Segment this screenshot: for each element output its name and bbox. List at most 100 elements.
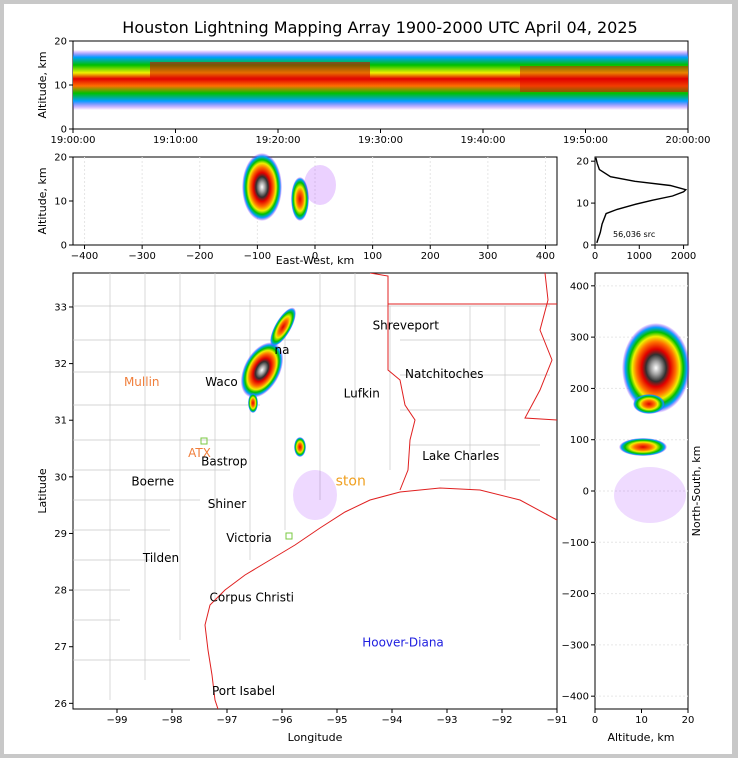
coastline [204, 487, 557, 709]
mississippi-border [524, 273, 557, 421]
map-station-marker [285, 532, 293, 540]
altitude-time-band [73, 50, 688, 110]
northsouth-south-cell [619, 438, 667, 456]
x-tick-label: 1000 [627, 251, 652, 262]
y-tick-label: 400 [570, 281, 589, 292]
map-place-labels: Shreveport Natchitoches Lufkin Waco na Mullin… [124, 319, 499, 698]
map-storm-scatter [293, 470, 337, 520]
altitude-histogram-annotation: 56,036 src [613, 230, 655, 239]
place-label: Victoria [226, 531, 272, 545]
northsouth-scatter [614, 467, 686, 523]
altitude-eastwest-density [242, 153, 336, 221]
y-tick-label: 29 [54, 529, 67, 540]
y-tick-label: 33 [54, 302, 67, 313]
x-tick-label: 19:20:00 [256, 135, 301, 146]
map-storm-south-cell [248, 393, 258, 413]
altitude-histogram-panel: 56,036 src 0 1000 2000 0 10 20 [576, 156, 696, 262]
y-tick-label: 10 [576, 199, 589, 210]
altitude-histogram-frame [594, 156, 689, 246]
altitude-northsouth-y-ticks: −400 −300 −200 −100 0 100 200 300 400 [562, 281, 595, 703]
y-tick-label: 300 [570, 333, 589, 344]
northsouth-mid-cell [633, 394, 665, 414]
place-label: Shiner [208, 497, 247, 511]
x-tick-label: −96 [271, 715, 292, 726]
y-tick-label: 20 [54, 153, 67, 164]
y-tick-label: −100 [562, 538, 589, 549]
y-tick-label: −300 [562, 640, 589, 651]
y-tick-label: 20 [54, 37, 67, 48]
y-tick-label: −400 [562, 692, 589, 703]
place-label: ston [336, 473, 366, 489]
altitude-time-panel: 19:00:00 19:10:00 19:20:00 19:30:00 19:40:00… [36, 37, 710, 147]
y-tick-label: 32 [54, 359, 67, 370]
x-tick-label: 19:50:00 [563, 135, 608, 146]
y-tick-label: 10 [54, 197, 67, 208]
altitude-eastwest-y-ticks: 0 10 20 [54, 153, 73, 252]
x-tick-label: 100 [363, 251, 382, 262]
y-tick-label: −200 [562, 589, 589, 600]
altitude-northsouth-xlabel: Altitude, km [607, 731, 674, 744]
y-tick-label: 28 [54, 586, 67, 597]
altitude-time-x-ticks: 19:00:00 19:10:00 19:20:00 19:30:00 19:40:00… [51, 129, 711, 146]
y-tick-label: 0 [583, 241, 589, 252]
altitude-northsouth-x-ticks: 0 10 20 [592, 709, 695, 726]
x-tick-label: −98 [161, 715, 182, 726]
y-tick-label: 30 [54, 472, 67, 483]
map-y-ticks: 26 27 28 29 30 31 32 33 [54, 302, 73, 710]
altitude-eastwest-ylabel: Altitude, km [36, 167, 49, 234]
altitude-eastwest-x-ticks: −400 −300 −200 −100 0 100 200 300 400 [71, 245, 555, 262]
place-label: Hoover-Diana [362, 636, 444, 650]
map-state-borders [204, 273, 557, 709]
x-tick-label: 19:30:00 [358, 135, 403, 146]
y-tick-label: 200 [570, 384, 589, 395]
map-storm-east-cell [294, 437, 306, 457]
x-tick-label: −400 [71, 251, 98, 262]
x-tick-label: 19:10:00 [153, 135, 198, 146]
y-tick-label: 0 [61, 241, 67, 252]
plan-view-map-panel: Shreveport Natchitoches Lufkin Waco na Mullin… [36, 272, 568, 744]
x-tick-label: −91 [546, 715, 567, 726]
x-tick-label: 0 [592, 715, 598, 726]
place-label: Lufkin [344, 387, 380, 401]
map-storm-main-cell [240, 342, 284, 398]
altitude-histogram-curve [595, 157, 688, 244]
x-tick-label: 19:40:00 [461, 135, 506, 146]
x-tick-label: 300 [478, 251, 497, 262]
map-storm-north-tail [270, 307, 296, 347]
x-tick-label: 19:00:00 [51, 135, 96, 146]
altitude-eastwest-xlabel: East-West, km [276, 254, 354, 267]
figure-title: Houston Lightning Mapping Array 1900-200… [122, 18, 637, 37]
altitude-time-band-core [150, 62, 370, 78]
altitude-time-y-ticks: 0 10 20 [54, 37, 73, 136]
altitude-northsouth-ylabel: North-South, km [690, 446, 703, 537]
map-county-lines [73, 273, 550, 700]
altitude-northsouth-density [614, 323, 690, 523]
x-tick-label: 200 [421, 251, 440, 262]
map-ylabel: Latitude [36, 468, 49, 514]
x-tick-label: −100 [244, 251, 271, 262]
map-x-ticks: −99 −98 −97 −96 −95 −94 −93 −92 −91 [106, 709, 568, 726]
place-label: Mullin [124, 375, 160, 389]
altitude-time-ylabel: Altitude, km [36, 51, 49, 118]
altitude-time-band-late [520, 66, 688, 92]
altitude-time-density [73, 50, 688, 110]
place-label: Bastrop [201, 455, 247, 469]
x-tick-label: −93 [436, 715, 457, 726]
place-label: Waco [205, 375, 237, 389]
x-tick-label: −300 [128, 251, 155, 262]
x-tick-label: 10 [635, 715, 648, 726]
altitude-northsouth-panel: 0 10 20 −400 −300 −200 −100 0 100 200 300 400 Alti… [562, 272, 703, 744]
x-tick-label: 400 [536, 251, 555, 262]
x-tick-label: 20 [682, 715, 695, 726]
x-tick-label: 20:00:00 [666, 135, 711, 146]
plan-view-frame [72, 272, 558, 710]
altitude-eastwest-panel: −400 −300 −200 −100 0 100 200 300 400 0 10 20 East… [36, 153, 558, 267]
place-label: na [275, 343, 290, 357]
texas-louisiana-border [369, 273, 416, 491]
place-label: Lake Charles [422, 449, 499, 463]
place-label: Port Isabel [212, 684, 275, 698]
place-label: Natchitoches [405, 367, 483, 381]
altitude-histogram-x-ticks: 0 1000 2000 [592, 245, 696, 262]
x-tick-label: −94 [381, 715, 402, 726]
